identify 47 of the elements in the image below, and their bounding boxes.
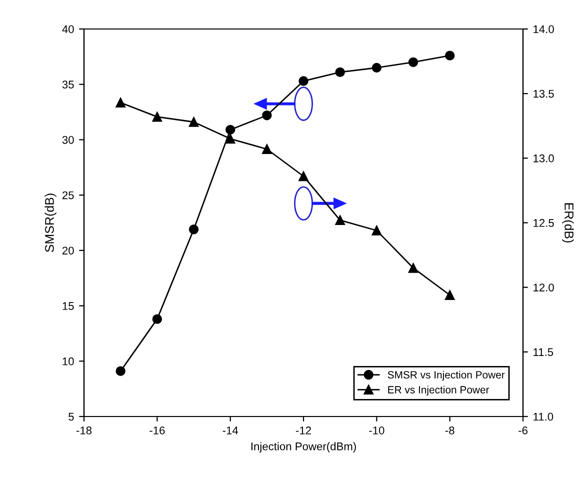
x-tick-label: -12 xyxy=(296,426,311,434)
y2-axis-title: ER(dB) xyxy=(562,203,574,242)
point xyxy=(335,67,345,78)
x-tick-label: -16 xyxy=(150,426,165,434)
y2-tick-label: 12.0 xyxy=(534,284,554,292)
y-tick-label: 35 xyxy=(62,80,74,88)
y-axis-title: SMSR(dB) xyxy=(44,194,56,252)
point xyxy=(188,117,199,127)
y2-tick-label: 13.0 xyxy=(534,154,554,162)
point xyxy=(444,290,455,300)
point xyxy=(444,50,455,60)
y2-tick-label: 14.0 xyxy=(534,25,554,34)
point xyxy=(408,263,418,273)
point xyxy=(298,171,308,182)
point xyxy=(408,57,418,68)
legend-label: SMSR vs Injection Power xyxy=(388,370,505,381)
y-tick-label: 5 xyxy=(68,412,74,421)
x-axis-title: Injection Power(dBm) xyxy=(251,442,356,452)
point xyxy=(262,110,272,120)
point xyxy=(262,144,272,154)
x-tick-label: -8 xyxy=(445,426,454,434)
point xyxy=(116,98,126,108)
point xyxy=(225,134,236,144)
point xyxy=(335,215,345,226)
legend-label: ER vs Injection Power xyxy=(388,386,490,396)
x-tick-label: -18 xyxy=(76,426,92,434)
y-tick-label: 30 xyxy=(62,136,74,144)
y2-tick-label: 11.5 xyxy=(534,348,554,356)
y-tick-label: 40 xyxy=(62,25,74,34)
point xyxy=(188,224,199,234)
x-tick-label: -14 xyxy=(222,426,238,434)
y-tick-label: 15 xyxy=(62,302,74,310)
y-tick-label: 20 xyxy=(62,246,74,255)
x-tick-label: -6 xyxy=(518,426,528,434)
point xyxy=(152,112,162,122)
y-tick-label: 10 xyxy=(62,357,74,366)
x-tick-label: -10 xyxy=(369,426,384,434)
y2-tick-label: 13.5 xyxy=(534,90,554,98)
point xyxy=(116,366,126,376)
y2-tick-label: 12.5 xyxy=(534,219,554,227)
point xyxy=(372,226,382,236)
point xyxy=(372,62,382,73)
point xyxy=(298,76,308,86)
point xyxy=(225,124,236,135)
point xyxy=(152,314,162,324)
y-tick-label: 25 xyxy=(62,191,74,200)
y2-tick-label: 11.0 xyxy=(534,412,554,421)
